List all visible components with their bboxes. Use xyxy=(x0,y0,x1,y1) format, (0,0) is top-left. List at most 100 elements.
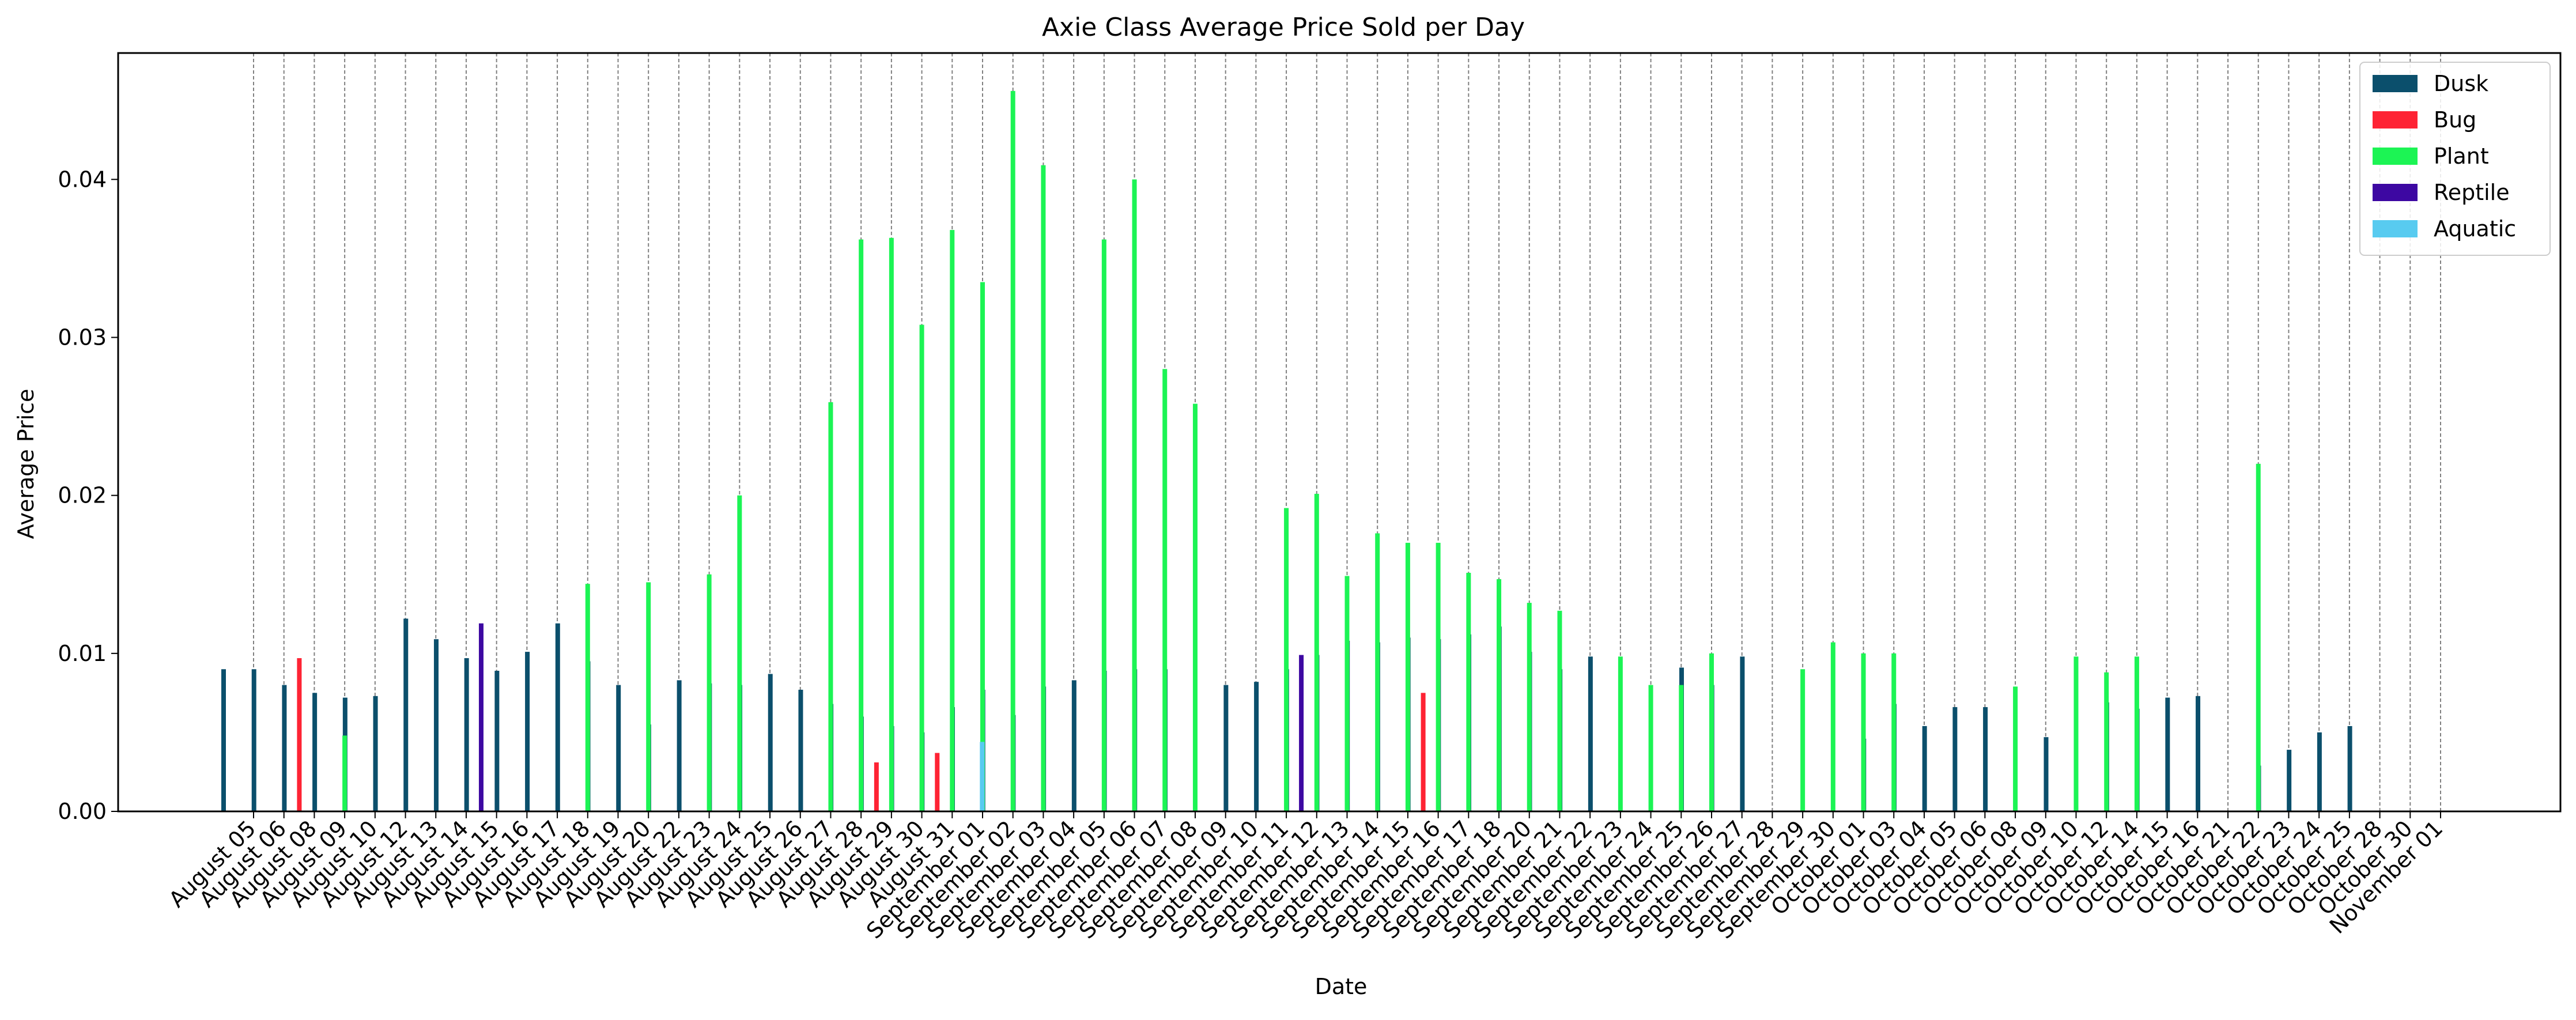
y-tick-label: 0.01 xyxy=(58,641,107,666)
bar xyxy=(1405,542,1410,811)
bar xyxy=(297,658,302,811)
bar xyxy=(2013,686,2018,811)
bar xyxy=(1861,653,1866,811)
bar xyxy=(1192,403,1198,811)
bar xyxy=(1436,542,1441,811)
series-bug xyxy=(297,658,1426,811)
bar xyxy=(2165,697,2170,811)
bar xyxy=(1922,726,1927,811)
y-tick-label: 0.04 xyxy=(58,167,107,192)
bar xyxy=(1254,682,1259,811)
bar xyxy=(433,639,439,811)
bar xyxy=(1891,653,1897,811)
bar xyxy=(1983,707,1988,811)
bar xyxy=(282,685,287,811)
bar xyxy=(616,685,621,811)
bar xyxy=(1679,685,1684,811)
bar xyxy=(1648,685,1653,811)
legend-swatch xyxy=(2373,148,2418,165)
series-reptile xyxy=(478,623,1304,811)
bar xyxy=(251,669,256,811)
bar xyxy=(1421,693,1426,811)
bar xyxy=(980,742,985,811)
y-tick-label: 0.03 xyxy=(58,325,107,350)
bar xyxy=(1344,576,1350,811)
series-plant xyxy=(342,90,2261,812)
bar xyxy=(737,495,742,811)
bar xyxy=(950,230,955,812)
bar xyxy=(1588,656,1593,811)
y-axis-label: Average Price xyxy=(13,389,39,539)
legend-label: Dusk xyxy=(2434,71,2488,96)
bar xyxy=(1041,165,1046,811)
legend-swatch xyxy=(2373,111,2418,129)
bar xyxy=(478,623,484,811)
bar xyxy=(1527,603,1532,811)
bar xyxy=(980,282,985,812)
plot-frame xyxy=(117,52,2562,813)
bar xyxy=(1299,655,1304,811)
bar xyxy=(403,618,409,811)
bar xyxy=(1800,669,1806,811)
bar xyxy=(798,689,803,811)
bar xyxy=(646,582,651,811)
bar xyxy=(464,658,469,811)
series-aquatic xyxy=(980,742,985,811)
bar xyxy=(1466,573,1471,811)
legend-label: Plant xyxy=(2434,143,2489,169)
chart-title: Axie Class Average Price Sold per Day xyxy=(1042,13,1525,42)
bar xyxy=(919,324,924,811)
bar xyxy=(585,584,590,811)
bar xyxy=(859,239,864,811)
bar xyxy=(2196,696,2201,811)
bar xyxy=(373,696,378,811)
bar xyxy=(2256,463,2261,811)
legend-label: Bug xyxy=(2434,107,2476,133)
bar xyxy=(1497,579,1502,811)
bar xyxy=(2134,656,2139,811)
bar-layer xyxy=(221,90,2352,812)
legend-swatch xyxy=(2373,184,2418,201)
bar xyxy=(1223,685,1229,811)
bar xyxy=(1557,610,1562,811)
bar xyxy=(707,574,712,811)
bar xyxy=(2044,737,2049,811)
legend: Dusk Bug Plant Reptile Aquatic xyxy=(2359,62,2551,256)
bar xyxy=(1101,239,1106,811)
bar xyxy=(221,669,226,811)
y-tick-label: 0.00 xyxy=(58,799,107,824)
bar xyxy=(1830,642,1835,811)
bar xyxy=(1284,508,1289,811)
bar xyxy=(889,237,894,811)
bar xyxy=(312,693,318,811)
legend-label: Aquatic xyxy=(2434,216,2516,241)
bar xyxy=(828,402,833,811)
legend-swatch xyxy=(2373,75,2418,92)
legend-box xyxy=(2359,62,2551,256)
bar xyxy=(1314,493,1319,811)
bar xyxy=(768,674,773,811)
y-tick-label: 0.02 xyxy=(58,483,107,508)
legend-swatch xyxy=(2373,220,2418,237)
bar xyxy=(1709,653,1714,811)
bar xyxy=(2287,750,2292,811)
bar xyxy=(1071,680,1077,811)
bar xyxy=(1162,369,1168,811)
x-axis-label: Date xyxy=(1315,974,1368,999)
bar xyxy=(342,735,348,811)
bar xyxy=(1375,533,1380,811)
bar xyxy=(874,762,879,811)
bar xyxy=(1740,656,1745,811)
bar xyxy=(2347,726,2352,811)
bar xyxy=(494,670,500,811)
bar xyxy=(1132,179,1137,811)
bar xyxy=(555,623,560,811)
bar xyxy=(677,680,682,811)
bar xyxy=(1952,707,1958,811)
bar xyxy=(2104,672,2109,811)
bar xyxy=(2073,656,2079,811)
legend-label: Reptile xyxy=(2434,180,2510,205)
